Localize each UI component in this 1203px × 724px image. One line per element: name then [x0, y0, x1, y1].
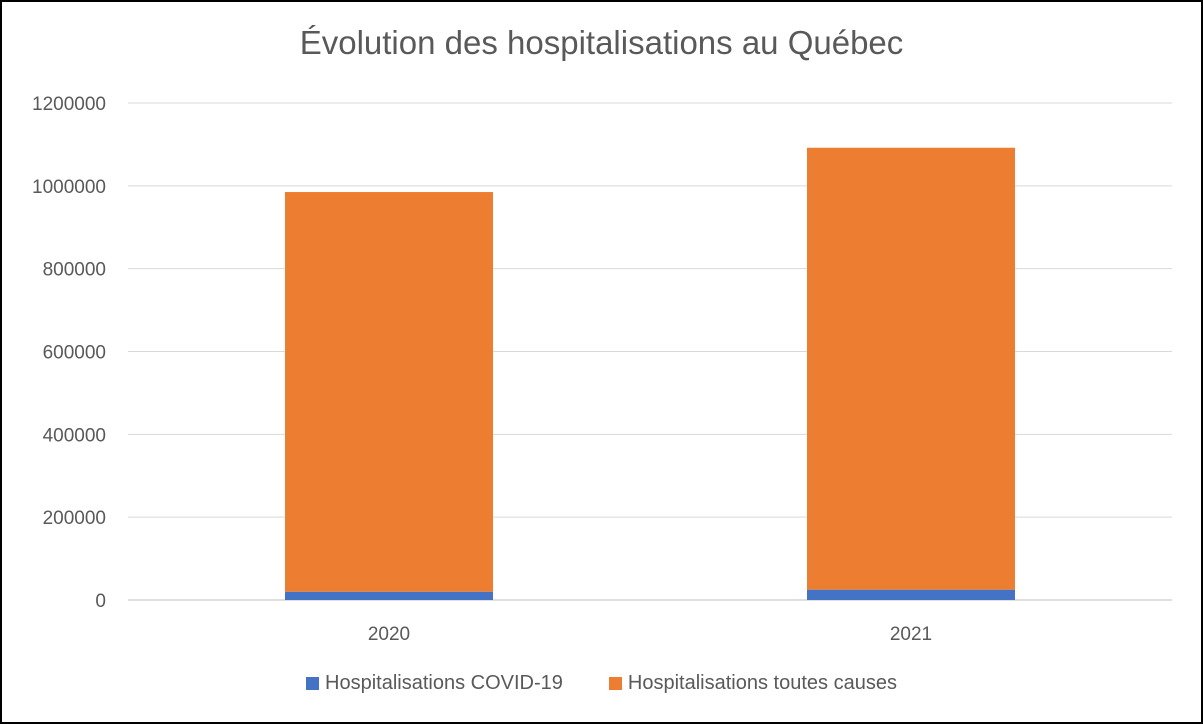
x-tick-label: 2020 [368, 624, 410, 645]
y-tick-label: 200000 [43, 508, 106, 529]
y-tick-label: 1200000 [32, 94, 106, 115]
legend-label-all-causes: Hospitalisations toutes causes [627, 672, 897, 694]
x-tick-label: 2021 [890, 624, 932, 645]
legend: Hospitalisations COVID-19 Hospitalisatio… [2, 672, 1201, 695]
y-tick-label: 600000 [43, 343, 106, 364]
bar-2020-series-1 [285, 192, 493, 592]
legend-item-all-causes: Hospitalisations toutes causes [608, 672, 897, 695]
y-tick-label: 800000 [43, 260, 106, 281]
bar-2021-series-0 [807, 589, 1015, 600]
chart-title: Évolution des hospitalisations au Québec [299, 24, 904, 61]
legend-label-covid: Hospitalisations COVID-19 [325, 672, 563, 694]
bar-2021-series-1 [807, 147, 1015, 590]
bar-2020-series-0 [285, 591, 493, 600]
legend-item-covid: Hospitalisations COVID-19 [306, 672, 563, 695]
y-tick-label: 0 [95, 591, 106, 612]
legend-swatch-all-causes [608, 677, 622, 690]
y-tick-label: 400000 [43, 425, 106, 446]
y-tick-label: 1000000 [32, 177, 106, 198]
legend-swatch-covid [306, 677, 320, 690]
